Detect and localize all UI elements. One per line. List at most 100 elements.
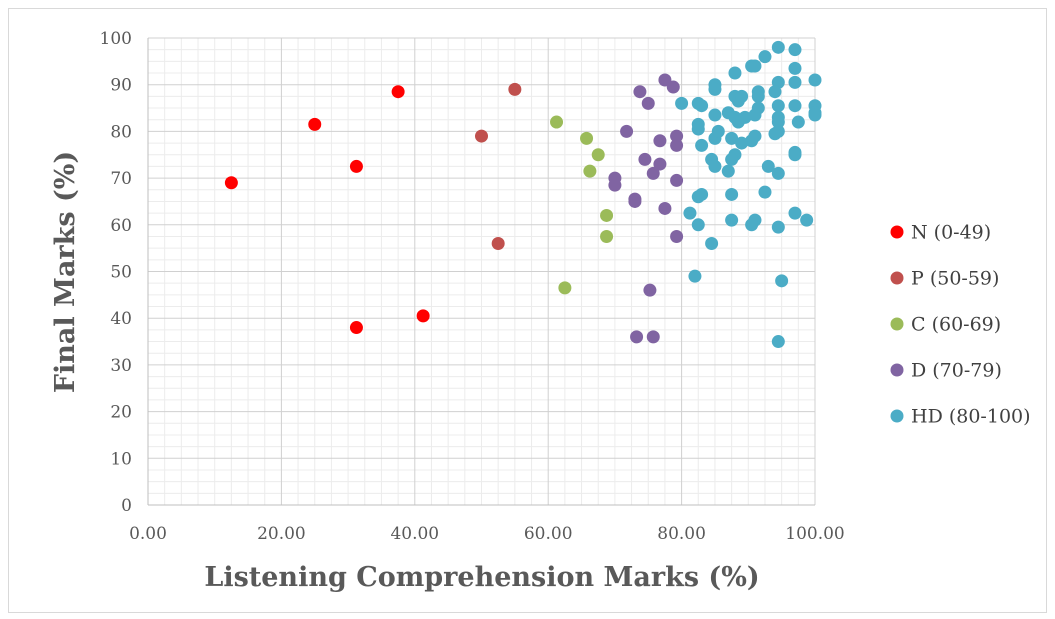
data-point-series-4 [691,122,705,136]
x-tick-label: 60.00 [524,524,573,544]
data-point-series-3 [641,96,655,110]
x-tick-label: 40.00 [390,524,439,544]
x-axis-title: Listening Comprehension Marks (%) [204,562,759,593]
y-tick-labels: 0 10 20 30 40 50 60 70 80 90 100 [100,29,132,516]
data-point-series-3 [670,229,684,243]
data-point-series-3 [643,283,657,297]
legend-marker [890,271,904,285]
data-point-series-4 [725,152,739,166]
data-point-series-4 [683,206,697,220]
data-point-series-4 [745,218,759,232]
data-point-series-4 [751,89,765,103]
data-point-series-4 [788,148,802,162]
data-point-series-0 [416,309,430,323]
legend-marker [890,409,904,423]
data-point-series-4 [708,159,722,173]
x-tick-label: 0.00 [129,524,167,544]
data-point-series-4 [771,99,785,113]
x-tick-label: 100.00 [785,524,844,544]
data-point-series-4 [688,269,702,283]
data-point-series-3 [646,330,660,344]
data-point-series-2 [583,164,597,178]
legend-marker [890,225,904,239]
data-point-series-0 [349,321,363,335]
data-point-series-4 [771,220,785,234]
data-point-series-4 [768,85,782,99]
data-point-series-0 [349,159,363,173]
data-point-series-0 [308,117,322,131]
y-tick-label: 90 [110,76,132,96]
data-point-series-4 [691,218,705,232]
data-point-series-4 [775,274,789,288]
y-tick-label: 30 [110,356,132,376]
legend-marker [890,363,904,377]
legend-label: N (0-49) [911,222,991,244]
data-point-series-4 [800,213,814,227]
y-tick-label: 0 [121,496,132,516]
data-point-series-3 [670,173,684,187]
data-point-series-0 [391,85,405,99]
y-tick-label: 20 [110,403,132,423]
data-point-series-3 [633,85,647,99]
data-point-series-4 [728,66,742,80]
data-point-series-4 [788,61,802,75]
y-tick-label: 100 [100,29,132,49]
legend-label: C (60-69) [911,314,1001,336]
data-point-series-3 [666,80,680,94]
data-point-series-4 [721,164,735,178]
data-point-series-1 [475,129,488,143]
data-point-series-2 [600,208,614,222]
y-tick-label: 50 [110,263,132,283]
data-point-series-4 [708,108,722,122]
data-point-series-4 [771,166,785,180]
legend-label: D (70-79) [911,360,1002,382]
data-point-series-4 [788,43,802,57]
data-point-series-1 [508,82,522,96]
data-point-series-4 [695,99,709,113]
x-tick-label: 20.00 [257,524,306,544]
data-point-series-4 [695,138,709,152]
data-point-series-3 [628,194,642,208]
data-point-series-3 [638,152,652,166]
data-point-series-4 [771,335,785,349]
data-point-series-4 [758,50,772,64]
data-point-series-4 [725,187,739,201]
data-point-series-4 [761,159,775,173]
data-point-series-4 [748,59,762,73]
data-point-series-0 [224,176,238,190]
data-point-series-4 [758,185,772,199]
data-point-series-2 [591,148,605,162]
data-point-series-3 [608,178,622,192]
y-tick-label: 70 [110,169,132,189]
y-tick-label: 40 [110,309,132,329]
y-tick-label: 60 [110,216,132,236]
data-point-series-3 [653,157,667,171]
data-point-series-4 [725,131,739,145]
x-tick-labels: 0.00 20.00 40.00 60.00 80.00 100.00 [129,524,845,544]
data-point-series-3 [670,138,684,152]
data-point-series-4 [808,108,822,122]
data-point-series-4 [788,99,802,113]
y-tick-label: 10 [110,449,132,469]
data-point-series-4 [808,73,822,87]
data-point-series-4 [675,96,689,110]
data-point-series-4 [705,236,719,250]
y-tick-label: 80 [110,122,132,142]
data-point-series-3 [653,134,667,148]
legend-marker [890,317,904,331]
data-point-series-4 [735,136,749,150]
data-point-series-4 [695,187,709,201]
data-point-series-4 [735,89,749,103]
legend-label: HD (80-100) [911,406,1031,428]
data-point-series-4 [748,108,762,122]
y-axis-title: Final Marks (%) [50,151,81,393]
data-point-series-4 [771,115,785,129]
data-points [224,40,822,349]
data-point-series-4 [725,213,739,227]
data-point-series-4 [791,115,805,129]
data-point-series-3 [658,201,672,215]
data-point-series-4 [748,129,762,143]
data-point-series-3 [670,129,684,143]
legend-label: P (50-59) [911,268,999,290]
